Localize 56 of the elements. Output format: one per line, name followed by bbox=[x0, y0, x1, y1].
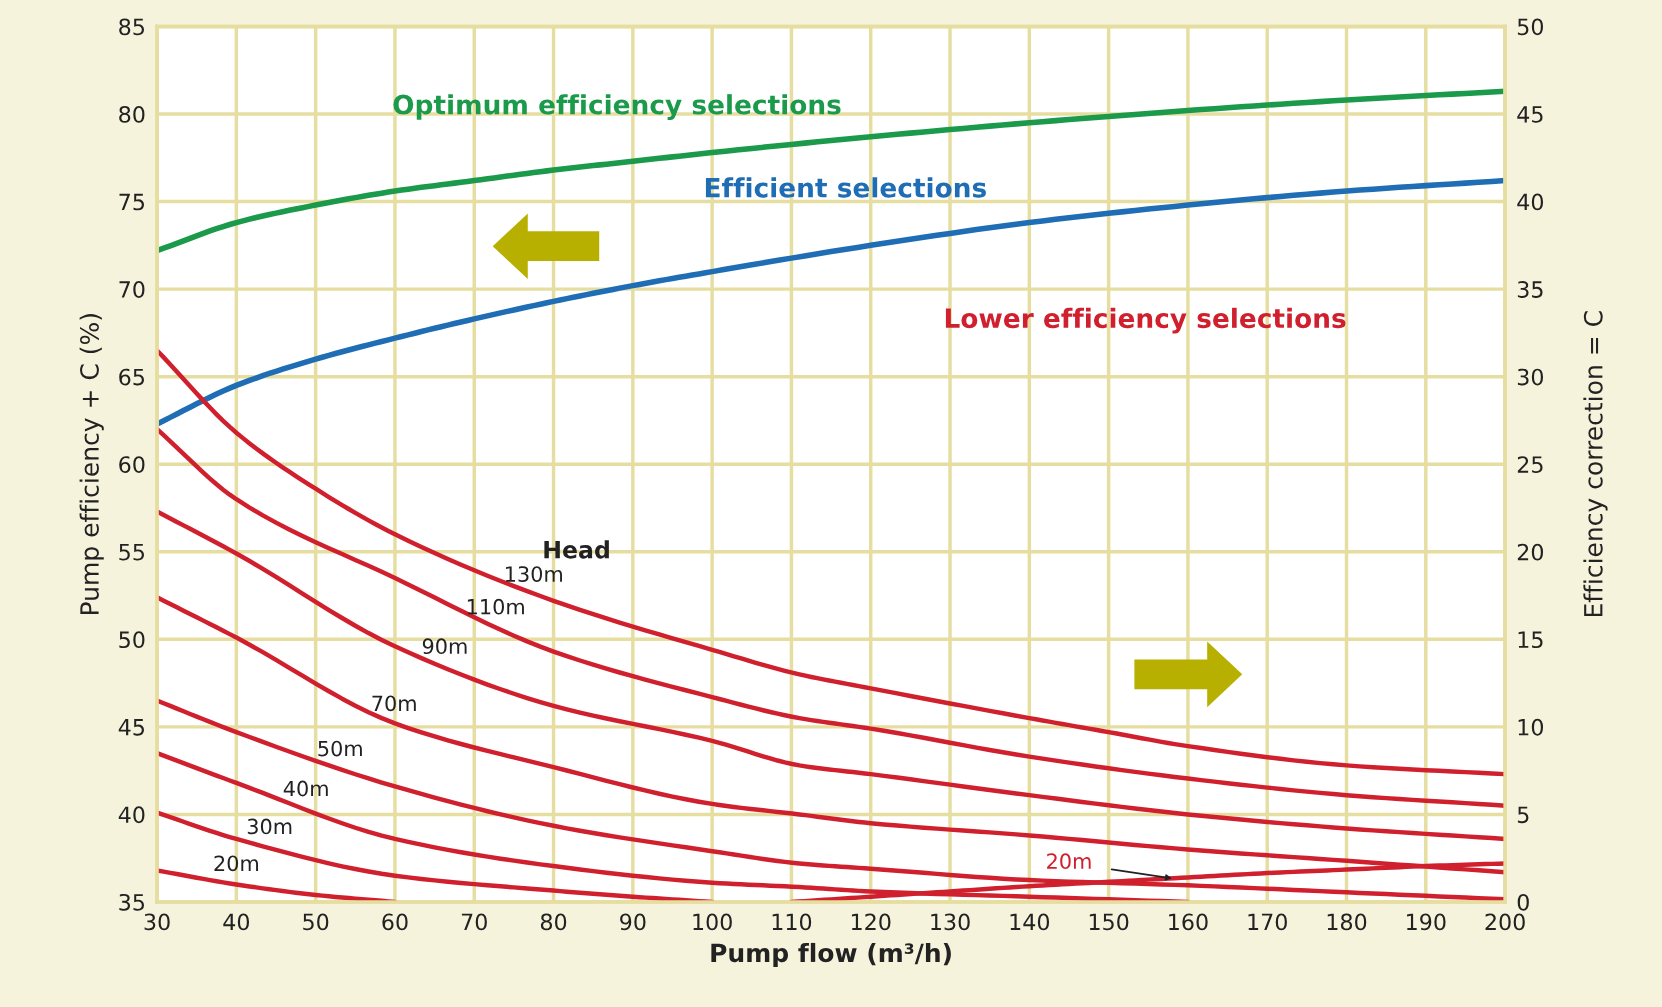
series-label: Optimum efficiency selections bbox=[393, 94, 841, 120]
x-tick-label: 170 bbox=[1248, 913, 1287, 931]
y2-tick-label: 45 bbox=[1517, 106, 1543, 123]
y-tick-label: 60 bbox=[119, 456, 145, 473]
x-tick-label: 100 bbox=[693, 913, 732, 931]
y2-tick-label: 0 bbox=[1517, 893, 1529, 911]
series-label: 70m bbox=[372, 695, 416, 712]
x-tick-label: 120 bbox=[851, 913, 891, 931]
x-tick-label: 40 bbox=[223, 913, 250, 931]
x-tick-label: 200 bbox=[1485, 913, 1525, 931]
x-tick-label: 90 bbox=[620, 913, 646, 931]
x-tick-label: 110 bbox=[772, 913, 812, 931]
y-tick-label: 35 bbox=[119, 893, 145, 911]
y-tick-label: 85 bbox=[119, 18, 145, 36]
x-tick-label: 160 bbox=[1169, 913, 1208, 931]
y2-tick-label: 20 bbox=[1517, 543, 1544, 561]
y2-axis-title: Efficiency correction = C bbox=[1583, 311, 1608, 617]
series-label: 90m bbox=[422, 638, 467, 655]
series-label: 20m bbox=[214, 855, 258, 872]
series-label: 130m bbox=[505, 566, 562, 582]
y2-tick-label: 25 bbox=[1517, 456, 1543, 473]
x-tick-label: 130 bbox=[931, 913, 970, 931]
x-tick-label: 70 bbox=[461, 913, 487, 931]
y2-tick-label: 40 bbox=[1517, 193, 1544, 211]
y-tick-label: 45 bbox=[118, 719, 145, 736]
x-tick-label: 80 bbox=[540, 913, 567, 931]
y-axis-title: Pump efficiency + C (%) bbox=[79, 314, 104, 615]
x-tick-label: 190 bbox=[1407, 913, 1446, 931]
y-tick-label: 75 bbox=[119, 193, 145, 211]
series-label: 110m bbox=[467, 598, 524, 615]
series-label: 20m bbox=[1047, 853, 1091, 870]
y-tick-label: 40 bbox=[118, 806, 145, 824]
series-label: 40m bbox=[283, 780, 328, 797]
y-tick-label: 70 bbox=[119, 281, 145, 298]
y-tick-label: 55 bbox=[119, 544, 145, 561]
y2-tick-label: 30 bbox=[1517, 368, 1544, 386]
x-tick-label: 30 bbox=[144, 913, 170, 931]
x-tick-label: 180 bbox=[1327, 913, 1367, 931]
y2-tick-label: 35 bbox=[1517, 281, 1543, 298]
x-tick-label: 150 bbox=[1089, 913, 1129, 931]
x-tick-label: 140 bbox=[1010, 913, 1050, 931]
y-tick-label: 80 bbox=[119, 105, 145, 123]
y2-tick-label: 50 bbox=[1517, 18, 1544, 36]
series-label: 50m bbox=[318, 740, 362, 757]
series-label: Efficient selections bbox=[705, 177, 986, 198]
y-tick-label: 50 bbox=[119, 631, 145, 649]
annotation: Head bbox=[544, 540, 609, 559]
x-tick-label: 50 bbox=[303, 913, 329, 931]
annotation: Lower efficiency selections bbox=[945, 307, 1346, 334]
y2-tick-label: 15 bbox=[1518, 631, 1543, 649]
x-tick-label: 60 bbox=[382, 913, 408, 931]
y2-tick-label: 10 bbox=[1518, 718, 1544, 736]
series-label: 30m bbox=[247, 818, 292, 835]
y2-tick-label: 5 bbox=[1517, 806, 1529, 824]
y-tick-label: 65 bbox=[119, 368, 145, 386]
x-axis-title: Pump flow (m³/h) bbox=[711, 942, 951, 968]
